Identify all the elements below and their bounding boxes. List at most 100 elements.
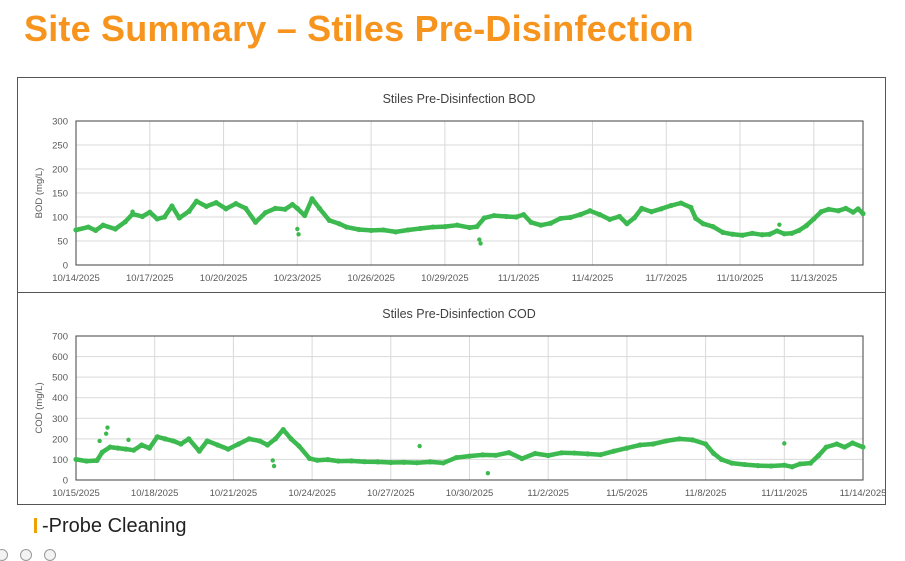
data-point xyxy=(186,208,192,214)
data-point xyxy=(528,219,534,225)
data-point xyxy=(131,447,137,453)
data-point xyxy=(73,227,79,233)
data-point xyxy=(710,224,716,230)
data-point xyxy=(493,452,499,458)
data-point xyxy=(803,223,810,229)
data-point xyxy=(99,449,105,455)
data-point xyxy=(658,206,664,212)
x-tick-label: 10/26/2025 xyxy=(347,273,395,284)
data-point xyxy=(309,196,315,202)
data-point xyxy=(302,212,308,219)
x-tick-label: 11/4/2025 xyxy=(572,273,614,284)
data-point xyxy=(73,456,79,463)
data-point xyxy=(282,206,288,212)
data-point xyxy=(700,221,706,227)
data-point xyxy=(215,442,221,448)
data-point xyxy=(849,440,856,446)
data-point xyxy=(289,201,296,208)
data-point xyxy=(112,226,118,232)
data-point xyxy=(611,448,617,454)
x-tick-label: 10/30/2025 xyxy=(446,488,494,499)
data-point xyxy=(440,460,446,466)
outlier-point xyxy=(777,222,782,227)
data-point xyxy=(368,227,374,234)
data-point xyxy=(417,225,423,232)
page-title: Site Summary – Stiles Pre-Disinfection xyxy=(24,8,694,49)
chart-title: Stiles Pre-Disinfection COD xyxy=(382,307,536,321)
outlier-point xyxy=(97,438,102,444)
data-point xyxy=(414,460,420,466)
outlier-point xyxy=(130,209,135,214)
data-point xyxy=(545,452,551,459)
data-point xyxy=(85,224,91,230)
data-point xyxy=(521,212,527,218)
data-point xyxy=(835,208,842,214)
y-tick-label: 0 xyxy=(63,261,68,272)
data-point xyxy=(380,227,387,233)
data-point xyxy=(506,450,512,456)
y-tick-label: 50 xyxy=(57,237,68,248)
x-tick-label: 10/21/2025 xyxy=(210,488,258,499)
data-point xyxy=(306,455,313,461)
y-tick-label: 100 xyxy=(52,455,68,466)
data-point xyxy=(169,203,175,209)
data-point xyxy=(789,464,795,470)
presenter-next-icon[interactable] xyxy=(44,549,56,561)
data-point xyxy=(624,221,630,227)
data-point xyxy=(676,436,682,442)
outlier-point xyxy=(477,237,482,242)
data-point xyxy=(466,224,473,231)
data-point xyxy=(405,227,411,233)
chart-title: Stiles Pre-Disinfection BOD xyxy=(383,92,536,106)
data-point xyxy=(147,209,153,215)
x-tick-label: 10/24/2025 xyxy=(288,488,336,499)
data-point xyxy=(225,446,231,452)
x-tick-label: 10/18/2025 xyxy=(131,488,179,499)
data-point xyxy=(257,438,263,444)
data-point xyxy=(93,227,99,234)
y-tick-label: 0 xyxy=(63,476,68,487)
x-tick-label: 10/20/2025 xyxy=(200,273,248,284)
data-point xyxy=(154,216,160,222)
data-point xyxy=(162,436,168,442)
data-point xyxy=(262,210,268,216)
outlier-point xyxy=(782,441,787,446)
x-tick-label: 10/14/2025 xyxy=(52,273,100,284)
data-point xyxy=(710,450,717,456)
legend: -Probe Cleaning xyxy=(34,515,187,538)
data-point xyxy=(252,219,259,225)
outlier-point xyxy=(485,471,491,476)
data-point xyxy=(115,445,121,451)
x-tick-label: 11/8/2025 xyxy=(685,488,727,499)
data-point xyxy=(781,231,787,237)
data-point xyxy=(850,209,856,215)
data-point xyxy=(759,232,765,238)
x-tick-label: 10/29/2025 xyxy=(421,273,469,284)
y-tick-label: 300 xyxy=(52,117,68,128)
data-point xyxy=(83,458,90,464)
data-point xyxy=(519,456,525,462)
data-point xyxy=(430,224,436,230)
data-point xyxy=(294,205,300,211)
data-point xyxy=(176,215,182,221)
y-tick-label: 100 xyxy=(52,213,68,224)
x-tick-label: 11/7/2025 xyxy=(645,273,687,284)
data-point xyxy=(631,215,637,221)
data-point xyxy=(648,209,655,215)
data-point xyxy=(729,460,735,466)
presenter-menu-icon[interactable] xyxy=(20,549,32,561)
presenter-prev-icon[interactable] xyxy=(0,549,8,561)
x-tick-label: 10/17/2025 xyxy=(126,273,174,284)
x-tick-label: 11/13/2025 xyxy=(790,273,837,284)
y-axis-label: BOD (mg/L) xyxy=(34,168,45,219)
data-point xyxy=(789,230,795,236)
presenter-controls xyxy=(0,549,60,561)
data-point xyxy=(442,224,448,230)
y-axis-label: COD (mg/L) xyxy=(34,382,45,433)
data-point xyxy=(107,444,113,450)
data-point xyxy=(557,215,564,222)
outlier-point xyxy=(271,463,277,469)
data-point xyxy=(749,230,755,236)
data-point xyxy=(94,457,100,464)
data-point xyxy=(316,205,323,211)
